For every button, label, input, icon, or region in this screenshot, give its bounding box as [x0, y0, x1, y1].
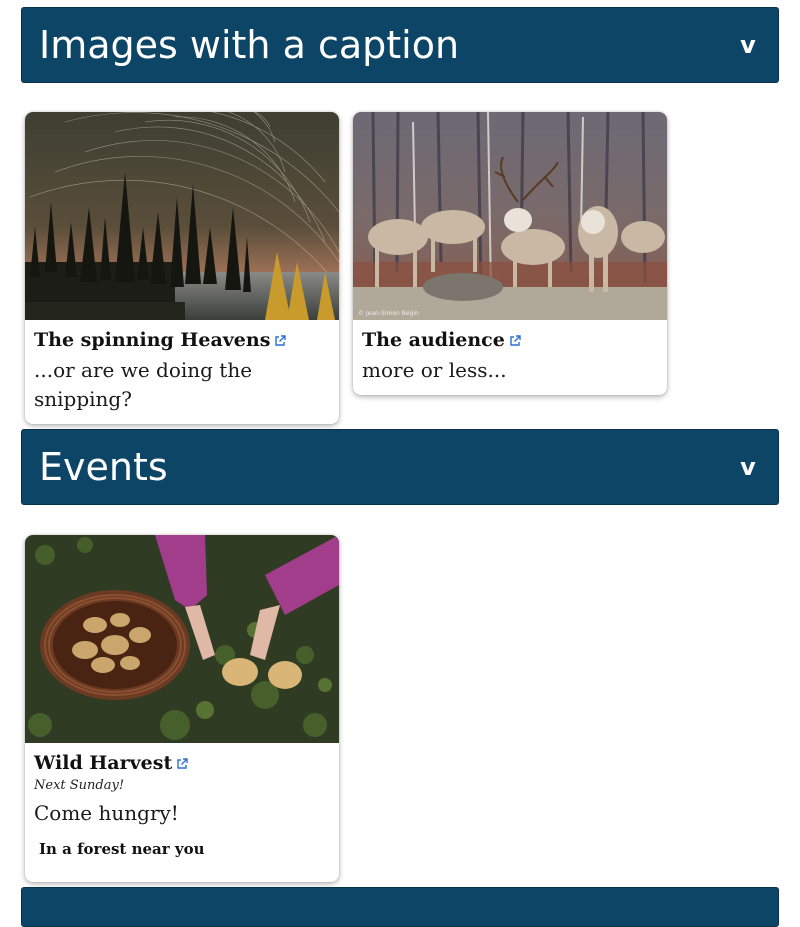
section-header-images[interactable]: Images with a caption v — [21, 7, 779, 83]
card-description: Come hungry! — [34, 801, 179, 825]
card-image-star-trails[interactable] — [25, 112, 339, 320]
card-title-link[interactable]: Wild Harvest — [34, 752, 173, 774]
card-image-mushroom-harvest[interactable] — [25, 535, 339, 743]
card-title: Wild Harvest — [34, 751, 330, 775]
section-title: Events — [39, 445, 168, 489]
chevron-down-icon[interactable]: v — [740, 453, 756, 481]
external-link-icon[interactable] — [274, 335, 287, 347]
external-link-icon[interactable] — [509, 335, 521, 347]
section-title: Images with a caption — [39, 23, 460, 67]
card-title-link[interactable]: The spinning Heavens — [34, 329, 271, 351]
event-date: Next Sunday! — [34, 778, 125, 793]
external-link-icon[interactable] — [176, 758, 188, 770]
section-header-events[interactable]: Events v — [21, 429, 779, 505]
card-title: The audience — [362, 328, 658, 352]
card-description: ...or are we doing the snipping? — [34, 358, 253, 411]
card-image-caribou[interactable]: © Jean-Simon Bégin — [353, 112, 667, 320]
image-card: The spinning Heavens ...or are we doing … — [25, 112, 339, 424]
event-card: Wild Harvest Next Sunday! Come hungry! I… — [25, 535, 339, 882]
card-title-link[interactable]: The audience — [362, 329, 505, 351]
event-location: In a forest near you — [39, 840, 205, 858]
card-description: more or less... — [362, 358, 507, 382]
section-header-next[interactable] — [21, 887, 779, 927]
image-credit: © Jean-Simon Bégin — [358, 310, 419, 317]
card-title: The spinning Heavens — [34, 328, 330, 352]
image-card: © Jean-Simon Bégin The audience more or … — [353, 112, 667, 395]
chevron-down-icon[interactable]: v — [740, 31, 756, 59]
